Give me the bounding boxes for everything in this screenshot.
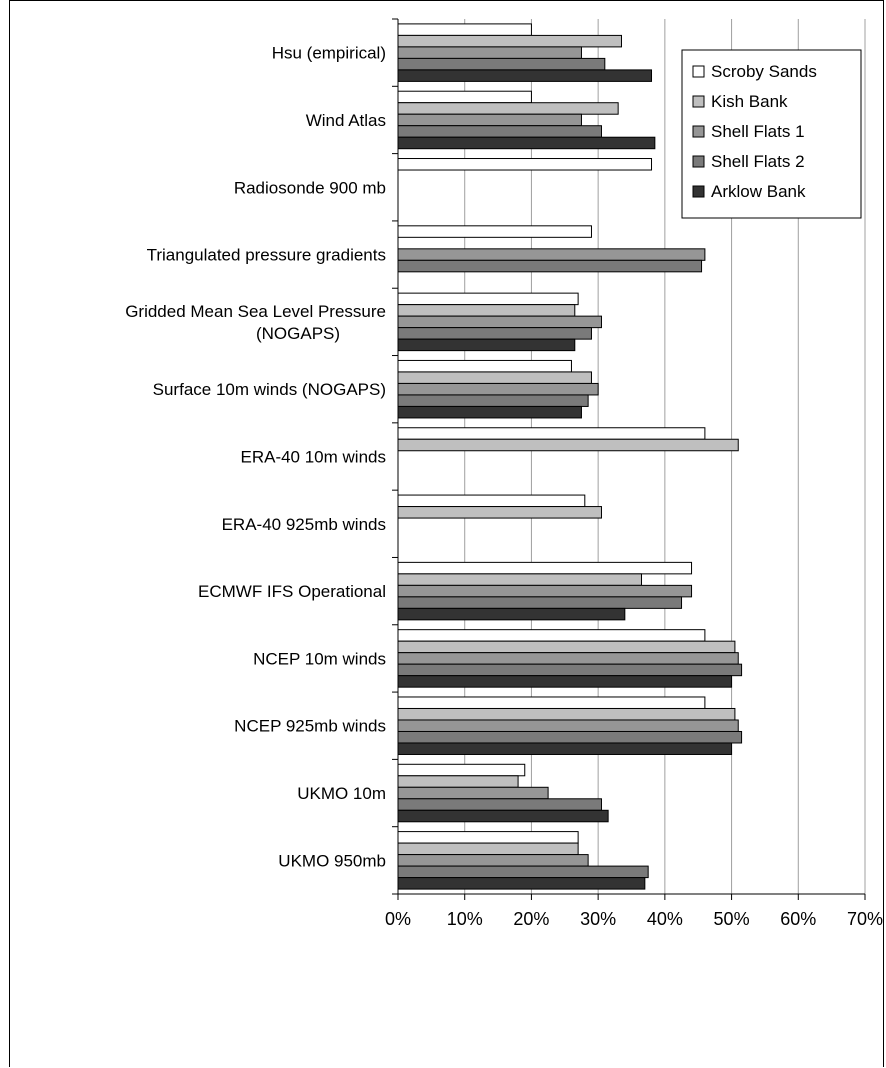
legend-swatch	[692, 65, 705, 78]
bar	[397, 57, 606, 71]
bar	[397, 158, 653, 171]
category-label: UKMO 950mb	[278, 851, 386, 870]
bar	[397, 663, 743, 677]
bar	[397, 561, 693, 575]
bar	[397, 90, 532, 104]
category-label: Surface 10m winds (NOGAPS)	[153, 380, 386, 399]
bars	[397, 23, 743, 890]
bar	[397, 371, 592, 384]
x-tick-label: 60%	[780, 909, 816, 929]
category-label: NCEP 10m winds	[253, 649, 386, 668]
legend-swatch	[692, 185, 705, 198]
bar	[397, 23, 532, 36]
legend-swatch	[692, 125, 705, 138]
bar	[397, 69, 653, 82]
bar	[397, 584, 693, 598]
category-label: Radiosonde 900 mb	[234, 178, 386, 197]
bar	[397, 506, 602, 519]
category-label: Wind Atlas	[306, 111, 386, 130]
category-label: (NOGAPS)	[256, 324, 340, 343]
legend-label: Kish Bank	[711, 92, 788, 111]
bar	[397, 315, 602, 329]
bar	[397, 640, 736, 654]
bar	[397, 854, 589, 867]
bar	[397, 34, 622, 48]
bar	[397, 259, 703, 273]
bar	[397, 292, 579, 306]
legend-swatch	[692, 95, 705, 108]
bar	[397, 775, 519, 788]
bar	[397, 304, 576, 317]
legend-label: Shell Flats 2	[711, 152, 805, 171]
bar	[397, 136, 656, 150]
bar	[397, 248, 706, 261]
x-tick-label: 20%	[513, 909, 549, 929]
bar	[397, 696, 706, 709]
bar	[397, 102, 619, 115]
bar	[397, 494, 586, 508]
bar	[397, 798, 602, 811]
x-tick-label: 50%	[714, 909, 750, 929]
bar	[397, 786, 549, 800]
bar	[397, 113, 582, 127]
legend: Scroby Sands Kish Bank Shell Flats 1 Shell …	[681, 49, 862, 219]
x-tick-label: 0%	[385, 909, 411, 929]
category-label: Triangulated pressure gradients	[147, 246, 386, 265]
category-label: UKMO 10m	[297, 784, 386, 803]
bar	[397, 573, 643, 586]
bar	[397, 629, 706, 642]
x-tick-label: 10%	[447, 909, 483, 929]
legend-swatch	[692, 155, 705, 168]
bar	[397, 382, 599, 396]
legend-label: Shell Flats 1	[711, 122, 805, 141]
category-label: ERA-40 10m winds	[240, 448, 386, 467]
bar	[397, 359, 572, 373]
legend-label: Arklow Bank	[711, 182, 806, 201]
category-label: Hsu (empirical)	[272, 44, 386, 63]
bar	[397, 842, 579, 856]
x-tick-label: 40%	[647, 909, 683, 929]
bar	[397, 877, 646, 890]
bar	[397, 427, 706, 440]
bar	[397, 742, 733, 755]
bar	[397, 607, 626, 621]
category-labels: Hsu (empirical) Wind Atlas Radiosonde 900 …	[125, 44, 386, 871]
bar-chart: 0% 10% 20% 30% 40% 50% 60% 70% Hsu (empirical) Wi…	[125, 18, 883, 929]
bar	[397, 405, 582, 419]
bar	[397, 865, 649, 879]
bar	[397, 394, 589, 407]
bar	[397, 719, 739, 732]
bar	[397, 438, 739, 452]
bar	[397, 831, 579, 844]
bar	[397, 46, 582, 59]
bar	[397, 809, 609, 823]
y-axis	[392, 18, 399, 895]
bar	[397, 125, 602, 138]
legend-label: Scroby Sands	[711, 62, 817, 81]
bar	[397, 652, 739, 665]
category-label: NCEP 925mb winds	[234, 717, 386, 736]
category-label: ECMWF IFS Operational	[198, 582, 386, 601]
chart-frame: 0% 10% 20% 30% 40% 50% 60% 70% Hsu (empirical) Wi…	[9, 0, 884, 1067]
bar	[397, 707, 736, 721]
legend-box	[681, 49, 862, 219]
bar	[397, 225, 592, 238]
bar	[397, 596, 683, 609]
bar	[397, 327, 592, 340]
bar	[397, 730, 743, 744]
bar	[397, 763, 526, 777]
bar	[397, 338, 576, 352]
category-label: Gridded Mean Sea Level Pressure	[125, 302, 386, 321]
x-tick-label: 30%	[580, 909, 616, 929]
x-axis: 0% 10% 20% 30% 40% 50% 60% 70%	[385, 893, 883, 929]
x-tick-label: 70%	[847, 909, 883, 929]
category-label: ERA-40 925mb winds	[222, 515, 386, 534]
bar	[397, 675, 733, 688]
